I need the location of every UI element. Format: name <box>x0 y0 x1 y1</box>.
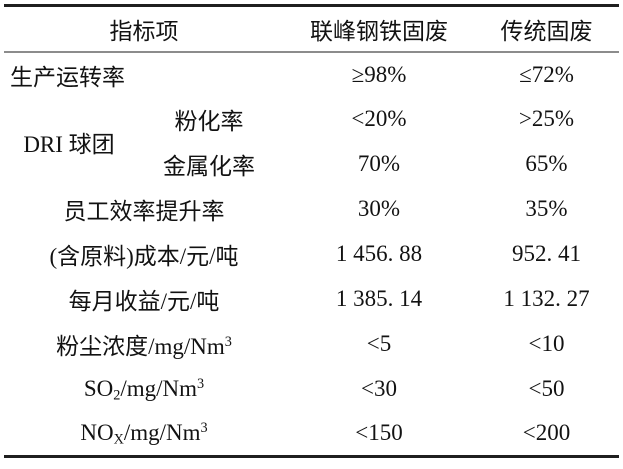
row-label: 生产运转率 <box>10 64 125 90</box>
table-row: 员工效率提升率 30% 35% <box>4 187 619 232</box>
table-row: 粉尘浓度/mg/Nm3 <5 <10 <box>4 322 619 367</box>
cell-value: <30 <box>361 376 397 401</box>
row-label: (含原料)成本/元/吨 <box>49 244 239 269</box>
table-body: 生产运转率 ≥98% ≤72% DRI 球团 粉化率 <20% >25% 金属化率 70% 65%… <box>4 52 619 457</box>
row-group-label: DRI 球团 <box>23 131 115 157</box>
cell-value: 65% <box>525 151 568 176</box>
table-row: 每月收益/元/吨 1 385. 14 1 132. 27 <box>4 277 619 322</box>
header-row: 指标项 联峰钢铁固废 传统固废 <box>4 5 619 53</box>
row-label: 粉尘浓度/mg/Nm3 <box>56 334 232 359</box>
cell-value: <5 <box>366 331 392 356</box>
cell-value: <200 <box>522 420 571 446</box>
cell-value: 1 132. 27 <box>503 286 590 311</box>
cell-value: 952. 41 <box>512 241 581 266</box>
table-row: NOX/mg/Nm3 <150 <200 <box>4 412 619 457</box>
cell-value: 35% <box>525 196 568 221</box>
cell-value: <150 <box>355 420 403 446</box>
table-row: (含原料)成本/元/吨 1 456. 88 952. 41 <box>4 232 619 277</box>
table-row: DRI 球团 粉化率 <20% >25% <box>4 97 619 157</box>
cell-value: <50 <box>528 376 565 401</box>
indicator-table: 指标项 联峰钢铁固废 传统固废 生产运转率 ≥98% ≤72% DRI 球团 粉化率 <2… <box>4 4 619 458</box>
cell-value: ≥98% <box>351 61 407 87</box>
cell-value: ≤72% <box>519 61 574 87</box>
row-label: 每月收益/元/吨 <box>68 289 220 314</box>
cell-value: 30% <box>357 196 401 221</box>
table-row: 金属化率 70% 65% <box>4 142 619 187</box>
column-header-indicator: 指标项 <box>4 5 284 53</box>
column-header-lianfeng: 联峰钢铁固废 <box>284 5 474 53</box>
cell-value: <10 <box>528 331 565 356</box>
comparison-table: 指标项 联峰钢铁固废 传统固废 生产运转率 ≥98% ≤72% DRI 球团 粉化率 <2… <box>4 4 619 458</box>
table-row: 生产运转率 ≥98% ≤72% <box>4 52 619 97</box>
table-row: SO2/mg/Nm3 <30 <50 <box>4 367 619 412</box>
row-label: 金属化率 <box>163 154 255 179</box>
row-label: 粉化率 <box>174 109 244 134</box>
cell-value: <20% <box>351 106 407 131</box>
cell-value: 1 456. 88 <box>335 241 423 266</box>
row-label: SO2/mg/Nm3 <box>83 376 205 404</box>
row-label: 员工效率提升率 <box>63 199 225 224</box>
column-header-traditional: 传统固废 <box>474 5 619 53</box>
row-label: NOX/mg/Nm3 <box>80 420 208 448</box>
cell-value: 70% <box>357 151 401 176</box>
cell-value: >25% <box>518 106 575 131</box>
cell-value: 1 385. 14 <box>335 286 423 311</box>
